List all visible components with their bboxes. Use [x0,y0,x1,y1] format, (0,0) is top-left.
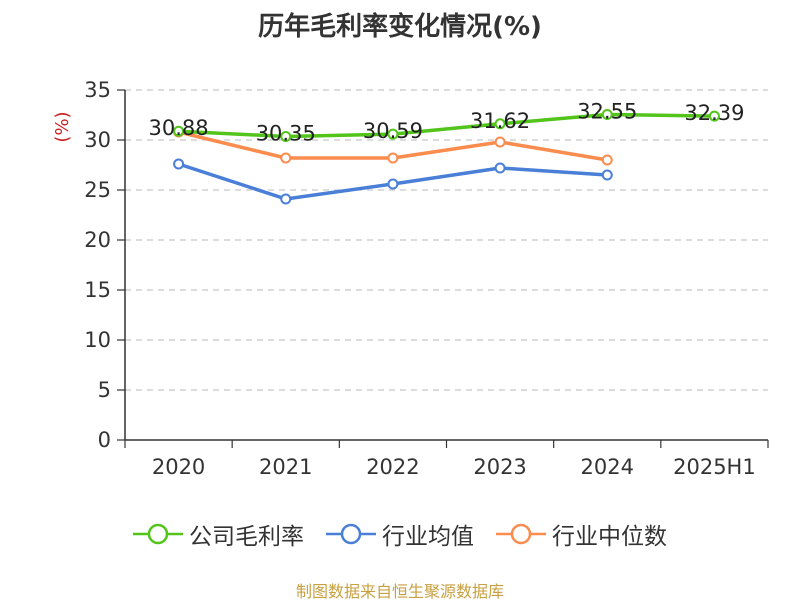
data-label: 30.59 [363,119,423,143]
data-point[interactable] [601,109,613,120]
data-point[interactable] [173,158,185,170]
legend-label-industry-mean: 行业均值 [382,524,474,550]
data-point[interactable] [494,162,506,174]
data-point[interactable] [494,136,506,148]
legend-marker-industry-mean [326,523,376,545]
data-point[interactable] [280,193,292,205]
y-tick-label: 25 [84,178,111,202]
y-tick-label: 15 [84,278,111,302]
x-tick-label: 2024 [581,455,634,479]
data-point[interactable] [601,169,613,181]
chart-title: 历年毛利率变化情况(%) [258,12,542,42]
legend-item-industry-mean[interactable]: 行业均值 [326,517,474,551]
y-tick-label: 35 [84,78,111,102]
legend-label-industry-median: 行业中位数 [552,524,667,550]
data-label: 32.39 [684,101,744,125]
data-point[interactable] [280,131,292,142]
x-tick-label: 2025H1 [673,455,756,479]
data-point[interactable] [494,118,506,130]
y-tick-label: 20 [84,228,111,252]
data-label: 31.62 [470,109,530,133]
data-point[interactable] [601,154,613,166]
legend-item-industry-median[interactable]: 行业中位数 [496,517,667,551]
x-tick-label: 2023 [473,455,526,479]
legend-label-company: 公司毛利率 [189,524,304,550]
data-point[interactable] [708,110,720,122]
data-point[interactable] [173,125,185,137]
x-tick-label: 2020 [152,455,205,479]
x-tick-label: 2021 [259,455,312,479]
data-point[interactable] [387,178,399,190]
legend-marker-company [133,523,183,545]
y-tick-label: 30 [84,128,111,152]
y-tick-label: 5 [98,378,111,402]
data-label: 30.35 [256,122,316,146]
legend-item-company[interactable]: 公司毛利率 [133,517,304,551]
source-note: 制图数据来自恒生聚源数据库 [295,582,504,601]
y-axis-label: (%) [52,111,73,142]
series-line [176,112,717,139]
data-point[interactable] [280,152,292,164]
legend-marker-industry-median [496,523,546,545]
data-point[interactable] [387,152,399,164]
y-tick-label: 10 [84,328,111,352]
data-label: 32.55 [577,100,637,124]
data-point[interactable] [387,128,399,140]
y-tick-label: 0 [98,428,111,452]
data-label: 30.88 [149,116,209,140]
legend: 公司毛利率 行业均值 行业中位数 [0,517,800,551]
x-tick-label: 2022 [366,455,419,479]
